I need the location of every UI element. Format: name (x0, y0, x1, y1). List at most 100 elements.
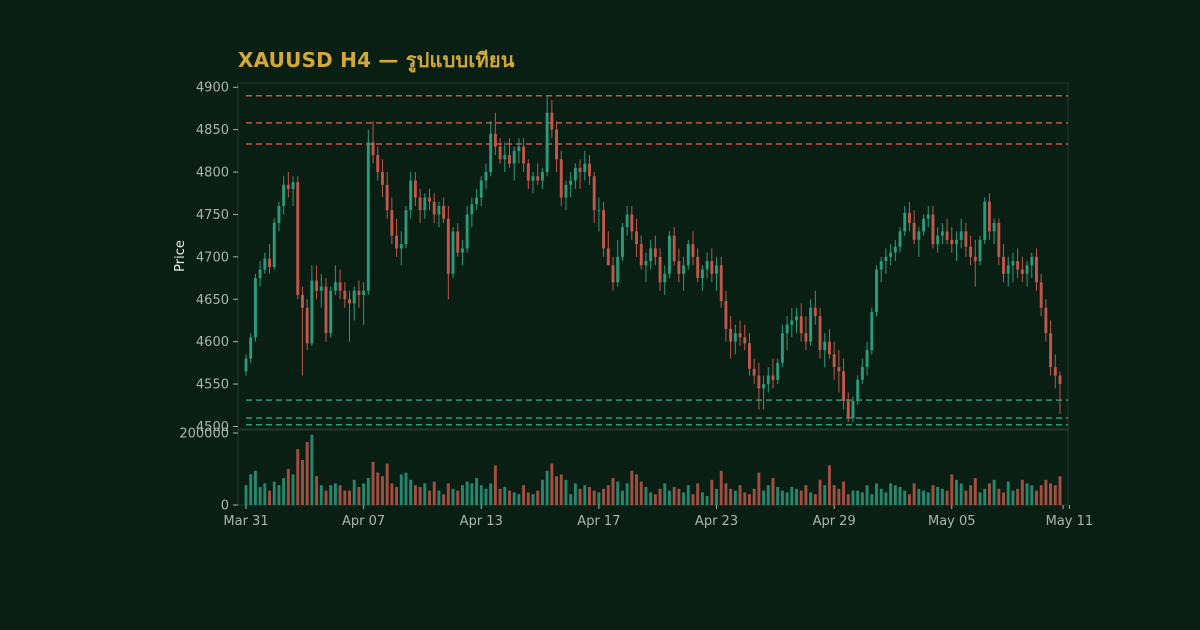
volume-bar (338, 485, 342, 505)
volume-bar (315, 476, 319, 505)
volume-bar (969, 485, 973, 505)
volume-bar (460, 485, 464, 505)
candle-body (272, 222, 276, 268)
candle-body (286, 184, 290, 190)
volume-bar (432, 481, 436, 505)
volume-bar (780, 490, 784, 505)
candle-body (319, 286, 323, 291)
volume-bar (771, 478, 775, 505)
candle-body (277, 205, 281, 223)
candle-body (423, 197, 427, 211)
volume-bar (733, 490, 737, 505)
candle-body (700, 269, 704, 279)
candle-body (1035, 256, 1038, 283)
candle-body (536, 176, 540, 181)
x-tick-label: May 11 (1046, 514, 1094, 529)
volume-bar (795, 488, 798, 505)
candle-body (832, 354, 836, 368)
volume-bar (620, 490, 624, 505)
candle-body (296, 182, 300, 296)
volume-bar (903, 490, 907, 505)
candle-body (508, 155, 511, 164)
price-tick-label: 4750 (196, 208, 229, 223)
candle-body (522, 146, 526, 164)
candle-body (1002, 256, 1005, 274)
volume-bar (973, 478, 977, 505)
candle-body (249, 337, 253, 359)
volume-bar (301, 460, 304, 505)
candle-body (903, 212, 907, 232)
candle-body (395, 235, 399, 249)
candle-body (827, 341, 831, 355)
candle-body (432, 201, 436, 215)
candle-body (268, 258, 271, 268)
candle-body (1020, 269, 1024, 274)
candle-body (253, 278, 257, 338)
volume-bar (757, 472, 761, 505)
candle-body (922, 218, 926, 232)
volume-bar (282, 478, 286, 505)
candle-body (804, 333, 808, 342)
candle-body (733, 333, 737, 342)
volume-bar (1006, 481, 1010, 505)
volume-bar (813, 494, 817, 505)
candle-body (550, 112, 554, 130)
volume-panel-frame (237, 429, 1069, 506)
volume-bar (404, 472, 408, 505)
candle-body (931, 214, 935, 245)
candle-body (366, 142, 370, 291)
volume-bar (380, 476, 384, 505)
candle-body (333, 282, 337, 291)
volume-bar (1039, 485, 1043, 505)
candle-body (959, 231, 963, 240)
candle-body (620, 227, 624, 257)
candle-body (992, 222, 996, 232)
candle-body (884, 256, 888, 262)
candle-body (743, 337, 747, 344)
volume-bar (376, 472, 380, 505)
candle-body (898, 231, 902, 247)
candle-body (936, 235, 940, 245)
candle-body (747, 343, 751, 369)
candle-body (583, 163, 587, 173)
volume-bar (1025, 483, 1029, 505)
candle-body (762, 384, 766, 389)
volume-bar (385, 463, 389, 505)
volume-bar (409, 479, 413, 505)
volume-bar (268, 490, 271, 505)
candle-body (1058, 375, 1062, 385)
volume-bar (253, 470, 257, 505)
volume-bar (926, 492, 930, 505)
price-tick-label: 4650 (196, 293, 229, 308)
candle-body (526, 163, 530, 181)
price-tick-label: 4800 (196, 166, 229, 181)
candle-body (710, 261, 714, 274)
volume-bar (390, 483, 394, 505)
volume-bar (832, 485, 836, 505)
volume-bar (592, 490, 596, 505)
volume-bar (540, 479, 544, 505)
volume-bar (907, 494, 911, 505)
volume-bar (762, 490, 766, 505)
volume-bar (348, 490, 351, 505)
candle-body (705, 261, 709, 270)
candle-body (686, 244, 690, 266)
volume-bar (395, 487, 399, 505)
volume-bar (1058, 476, 1062, 505)
volume-bar (955, 479, 958, 505)
volume-bar (319, 485, 323, 505)
volume-bar (931, 485, 935, 505)
volume-bar (978, 492, 982, 505)
volume-bar (766, 485, 770, 505)
candle-body (493, 133, 497, 147)
candle-body (484, 172, 488, 181)
candle-body (860, 367, 864, 380)
candle-body (597, 210, 601, 212)
candle-body (338, 282, 342, 291)
volume-bar (296, 449, 300, 505)
candle-body (639, 244, 643, 266)
candle-body (691, 244, 695, 257)
candle-body (1039, 282, 1043, 308)
volume-bar (837, 488, 841, 505)
